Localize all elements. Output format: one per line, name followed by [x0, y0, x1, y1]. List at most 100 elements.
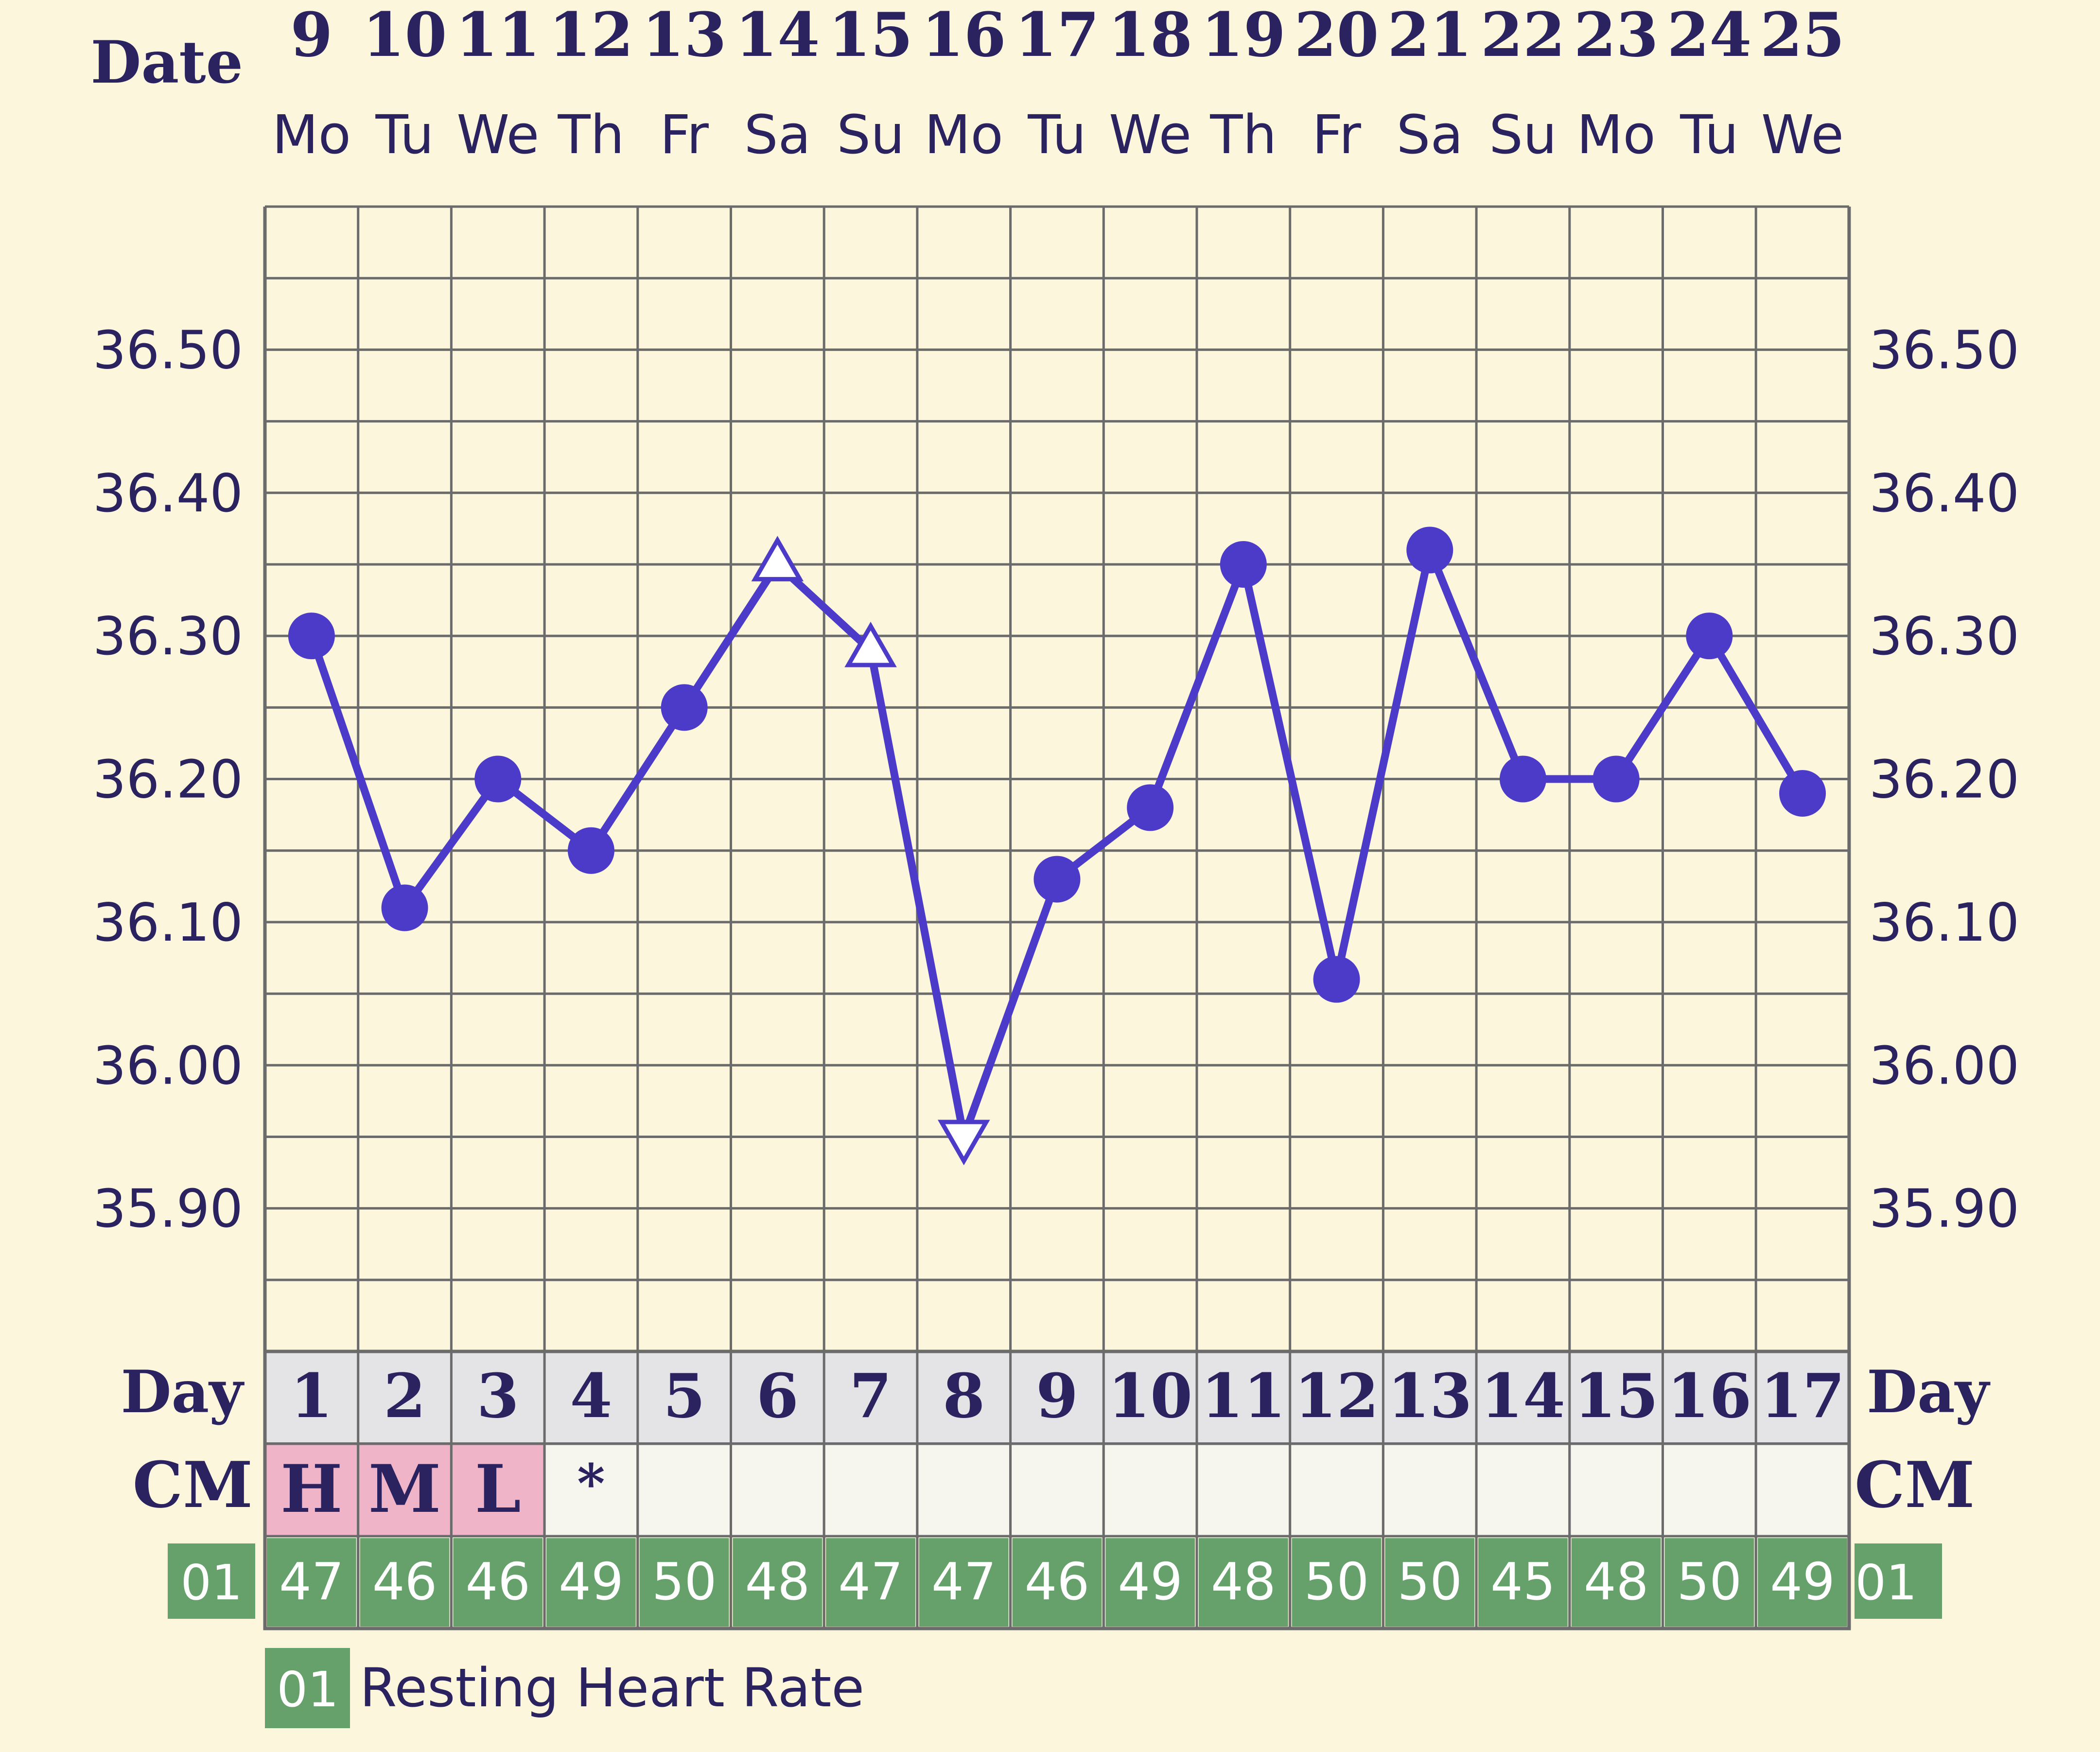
cycle-day-number: 4 [570, 1361, 612, 1432]
legend-label: Resting Heart Rate [360, 1657, 864, 1719]
resting-heart-rate-value: 49 [1118, 1552, 1183, 1612]
resting-heart-rate-value: 45 [1490, 1552, 1556, 1612]
cycle-day-number: 14 [1481, 1361, 1565, 1432]
y-tick-label-left: 36.30 [93, 606, 243, 667]
resting-heart-rate-value: 46 [1025, 1552, 1090, 1612]
y-tick-label-right: 36.50 [1869, 320, 2019, 381]
temperature-point [1220, 541, 1267, 588]
temperature-point [1592, 755, 1640, 803]
cycle-day-number: 15 [1574, 1361, 1659, 1432]
resting-heart-rate-value: 47 [838, 1552, 903, 1612]
cm-cell [916, 1442, 1012, 1538]
resting-heart-rate-value: 47 [931, 1552, 997, 1612]
date-label: 9 [290, 0, 332, 70]
cm-cell [730, 1442, 825, 1538]
date-header-label: Date [90, 28, 243, 97]
weekday-label: Sa [1397, 104, 1463, 166]
cycle-day-number: 7 [850, 1361, 892, 1432]
resting-heart-rate-cell [1199, 1538, 1288, 1627]
cm-value: M [368, 1450, 441, 1527]
resting-heart-rate-value: 48 [1211, 1552, 1276, 1612]
rhr-badge-right [1855, 1543, 1942, 1619]
date-label: 10 [363, 0, 447, 70]
weekday-label: Mo [1577, 104, 1656, 166]
temperature-point [1686, 613, 1733, 660]
cycle-day-number: 2 [384, 1361, 426, 1432]
resting-heart-rate-cell [919, 1538, 1009, 1627]
date-label: 12 [549, 0, 633, 70]
cycle-day-number: 6 [756, 1361, 799, 1432]
date-label: 25 [1760, 0, 1845, 70]
resting-heart-rate-cell [1292, 1538, 1382, 1627]
legend-badge-text: 01 [277, 1661, 338, 1718]
resting-heart-rate-value: 49 [1770, 1552, 1835, 1612]
cm-cell [263, 1442, 360, 1538]
weekday-label: Mo [925, 104, 1003, 166]
resting-heart-rate-value: 49 [559, 1552, 624, 1612]
cm-cell [636, 1442, 733, 1538]
cm-cell [1662, 1442, 1757, 1538]
cycle-day-number: 16 [1667, 1361, 1751, 1432]
resting-heart-rate-cell [1664, 1538, 1754, 1627]
weekday-label: Fr [660, 104, 709, 166]
weekday-label: Fr [1312, 104, 1361, 166]
resting-heart-rate-cell [360, 1538, 450, 1627]
resting-heart-rate-cell [1758, 1538, 1847, 1627]
day-row-label-right: Day [1867, 1358, 1991, 1426]
y-tick-label-right: 36.20 [1869, 750, 2019, 810]
resting-heart-rate-value: 48 [745, 1552, 810, 1612]
cm-value: H [280, 1450, 343, 1527]
resting-heart-rate-value: 48 [1584, 1552, 1649, 1612]
cm-cell [1195, 1442, 1292, 1538]
temperature-point [288, 613, 335, 660]
cycle-day-number: 12 [1295, 1361, 1379, 1432]
weekday-label: Su [1489, 104, 1557, 166]
cm-cell [822, 1442, 919, 1538]
resting-heart-rate-cell [453, 1538, 543, 1627]
rhr-badge-left-text: 01 [180, 1554, 242, 1611]
cycle-day-number: 13 [1387, 1361, 1472, 1432]
resting-heart-rate-cell [1571, 1538, 1661, 1627]
y-tick-label-right: 35.90 [1869, 1179, 2019, 1240]
cm-row-label-right: CM [1855, 1448, 1975, 1522]
resting-heart-rate-value: 50 [1304, 1552, 1369, 1612]
cycle-day-number: 9 [1036, 1361, 1078, 1432]
legend-badge [265, 1648, 350, 1728]
day-row [263, 1350, 1851, 1445]
temperature-point [381, 884, 428, 931]
resting-heart-rate-cell [826, 1538, 915, 1627]
date-label: 23 [1574, 0, 1659, 70]
resting-heart-rate-value: 47 [279, 1552, 344, 1612]
cm-value: * [577, 1452, 605, 1515]
temperature-point-excluded [751, 536, 804, 581]
resting-heart-rate-value: 50 [1397, 1552, 1462, 1612]
date-label: 14 [735, 0, 820, 70]
cycle-day-number: 1 [290, 1361, 332, 1432]
temperature-point [1406, 526, 1453, 574]
table-border [263, 1349, 1851, 1630]
cycle-day-number: 3 [477, 1361, 519, 1432]
weekday-label: Th [557, 104, 624, 166]
resting-heart-rate-cell [639, 1538, 729, 1627]
resting-heart-rate-cell [267, 1538, 356, 1627]
cm-cell [1382, 1442, 1478, 1538]
temperature-point [1779, 770, 1826, 817]
temperature-point-excluded [937, 1120, 990, 1166]
cm-cell [1475, 1442, 1571, 1538]
weekday-label: Tu [1680, 104, 1738, 166]
weekday-label: We [1109, 104, 1191, 166]
legend: 01 Resting Heart Rate [265, 1648, 864, 1728]
date-label: 11 [455, 0, 540, 70]
temperature-point [1313, 956, 1360, 1003]
cm-row-label-left: CM [133, 1448, 253, 1522]
date-label: 22 [1481, 0, 1565, 70]
y-tick-label-right: 36.30 [1869, 606, 2019, 667]
temperature-point [661, 684, 708, 731]
resting-heart-rate-cell [546, 1538, 636, 1627]
date-label: 16 [922, 0, 1006, 70]
rhr-badge-left [168, 1543, 255, 1619]
cm-cell [1289, 1442, 1384, 1538]
weekday-label: We [456, 104, 539, 166]
weekday-label: Mo [272, 104, 351, 166]
